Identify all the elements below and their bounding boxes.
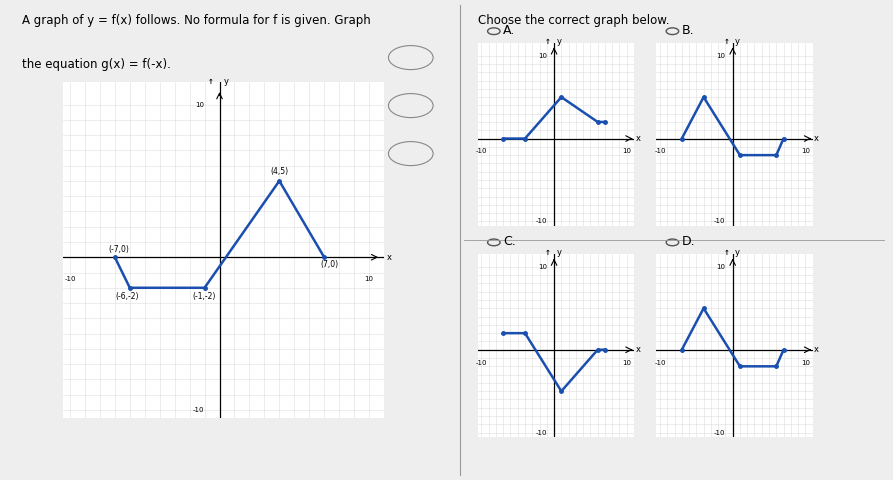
- Text: -10: -10: [535, 218, 547, 225]
- Text: (-6,-2): (-6,-2): [115, 292, 138, 301]
- Text: x: x: [387, 253, 392, 262]
- Text: x: x: [636, 134, 640, 143]
- Text: (7,0): (7,0): [321, 260, 338, 269]
- Text: -10: -10: [193, 407, 204, 413]
- Text: -10: -10: [714, 430, 725, 436]
- Text: y: y: [556, 36, 562, 46]
- Text: 10: 10: [801, 148, 810, 155]
- Text: C.: C.: [503, 235, 515, 248]
- Text: -10: -10: [535, 430, 547, 436]
- Text: B.: B.: [681, 24, 694, 37]
- Text: -10: -10: [655, 148, 666, 155]
- Text: $\mathbf{\uparrow}$: $\mathbf{\uparrow}$: [543, 36, 551, 46]
- Text: -10: -10: [476, 148, 488, 155]
- Text: x: x: [814, 134, 819, 143]
- Text: y: y: [556, 248, 562, 257]
- Text: (4,5): (4,5): [271, 167, 288, 176]
- Text: 10: 10: [801, 360, 810, 366]
- Text: $\mathbf{\uparrow}$: $\mathbf{\uparrow}$: [205, 76, 213, 86]
- Text: 10: 10: [364, 276, 373, 282]
- Text: 10: 10: [196, 101, 204, 108]
- Text: (-7,0): (-7,0): [109, 245, 129, 254]
- Text: x: x: [636, 345, 640, 354]
- Text: 10: 10: [538, 53, 547, 59]
- Text: (-1,-2): (-1,-2): [193, 292, 216, 301]
- Text: 10: 10: [622, 148, 631, 155]
- Text: -10: -10: [476, 360, 488, 366]
- Text: D.: D.: [681, 235, 695, 248]
- Text: 10: 10: [538, 264, 547, 270]
- Text: the equation g(x) = f(-x).: the equation g(x) = f(-x).: [22, 58, 171, 71]
- Text: 10: 10: [716, 53, 725, 59]
- Text: y: y: [735, 248, 740, 257]
- Text: 10: 10: [622, 360, 631, 366]
- Text: $\mathbf{\uparrow}$: $\mathbf{\uparrow}$: [543, 247, 551, 257]
- Text: -10: -10: [714, 218, 725, 225]
- Text: y: y: [735, 36, 740, 46]
- Text: $\mathbf{\uparrow}$: $\mathbf{\uparrow}$: [722, 36, 730, 46]
- Text: $\mathbf{\uparrow}$: $\mathbf{\uparrow}$: [722, 247, 730, 257]
- Text: 10: 10: [716, 264, 725, 270]
- Text: Choose the correct graph below.: Choose the correct graph below.: [478, 14, 669, 27]
- Text: x: x: [814, 345, 819, 354]
- Text: -10: -10: [64, 276, 76, 282]
- Text: -10: -10: [655, 360, 666, 366]
- Text: A.: A.: [503, 24, 515, 37]
- Text: y: y: [224, 77, 229, 86]
- Text: A graph of y = f(x) follows. No formula for f is given. Graph: A graph of y = f(x) follows. No formula …: [22, 14, 371, 27]
